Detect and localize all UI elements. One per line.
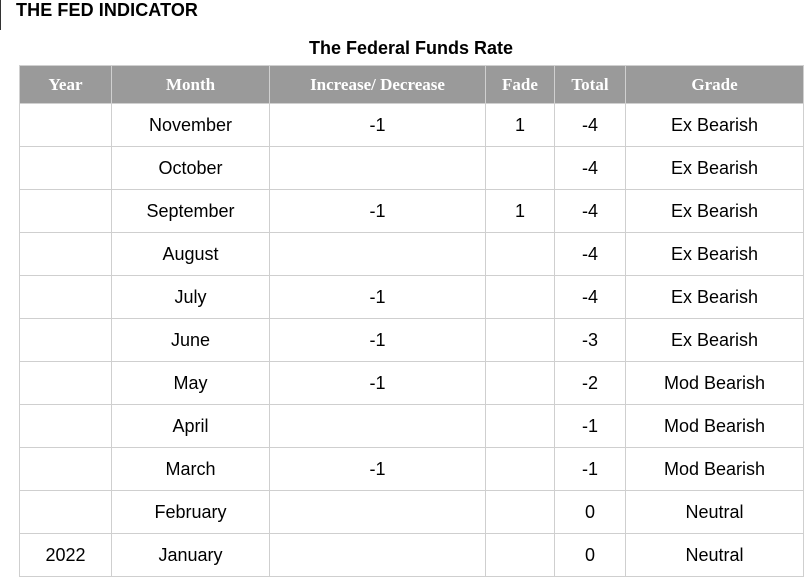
table-row: August -4 Ex Bearish: [19, 232, 804, 276]
total-cell: -1: [554, 404, 626, 448]
year-cell: [19, 189, 112, 233]
change-cell: [269, 533, 486, 577]
change-cell: -1: [269, 361, 486, 405]
change-cell: [269, 146, 486, 190]
table-row: October -4 Ex Bearish: [19, 146, 804, 190]
month-cell: May: [111, 361, 270, 405]
year-cell: 2022: [19, 533, 112, 577]
table-row: February 0 Neutral: [19, 490, 804, 534]
grade-cell: Ex Bearish: [625, 232, 804, 276]
month-cell: March: [111, 447, 270, 491]
grade-cell: Mod Bearish: [625, 447, 804, 491]
change-cell: -1: [269, 189, 486, 233]
year-cell: [19, 404, 112, 448]
month-cell: August: [111, 232, 270, 276]
total-cell: 0: [554, 490, 626, 534]
column-header-total: Total: [554, 65, 626, 104]
change-cell: [269, 232, 486, 276]
fade-cell: [485, 404, 555, 448]
left-divider: [0, 0, 1, 30]
change-cell: [269, 404, 486, 448]
fade-cell: [485, 361, 555, 405]
total-cell: -4: [554, 146, 626, 190]
total-cell: -4: [554, 103, 626, 147]
year-cell: [19, 103, 112, 147]
total-cell: -2: [554, 361, 626, 405]
change-cell: -1: [269, 318, 486, 362]
column-header-grade: Grade: [625, 65, 804, 104]
total-cell: 0: [554, 533, 626, 577]
month-cell: October: [111, 146, 270, 190]
fade-cell: [485, 275, 555, 319]
year-cell: [19, 361, 112, 405]
month-cell: June: [111, 318, 270, 362]
grade-cell: Ex Bearish: [625, 146, 804, 190]
fade-cell: [485, 318, 555, 362]
total-cell: -1: [554, 447, 626, 491]
year-cell: [19, 490, 112, 534]
fade-cell: [485, 490, 555, 534]
column-header-month: Month: [111, 65, 270, 104]
change-cell: -1: [269, 275, 486, 319]
change-cell: -1: [269, 447, 486, 491]
table-row: June -1 -3 Ex Bearish: [19, 318, 804, 362]
table-row: November -1 1 -4 Ex Bearish: [19, 103, 804, 147]
fade-cell: [485, 146, 555, 190]
total-cell: -3: [554, 318, 626, 362]
fade-cell: 1: [485, 189, 555, 233]
grade-cell: Ex Bearish: [625, 318, 804, 362]
month-cell: November: [111, 103, 270, 147]
grade-cell: Mod Bearish: [625, 361, 804, 405]
month-cell: April: [111, 404, 270, 448]
table-title: The Federal Funds Rate: [308, 38, 514, 58]
table-row: May -1 -2 Mod Bearish: [19, 361, 804, 405]
table-row: September -1 1 -4 Ex Bearish: [19, 189, 804, 233]
table-row: July -1 -4 Ex Bearish: [19, 275, 804, 319]
change-cell: [269, 490, 486, 534]
table-row: 2022 January 0 Neutral: [19, 533, 804, 577]
page-heading: THE FED INDICATOR: [16, 0, 199, 20]
total-cell: -4: [554, 189, 626, 233]
month-cell: February: [111, 490, 270, 534]
grade-cell: Neutral: [625, 533, 804, 577]
table-row: March -1 -1 Mod Bearish: [19, 447, 804, 491]
grade-cell: Ex Bearish: [625, 275, 804, 319]
year-cell: [19, 318, 112, 362]
change-cell: -1: [269, 103, 486, 147]
fade-cell: [485, 447, 555, 491]
fade-cell: [485, 533, 555, 577]
year-cell: [19, 275, 112, 319]
fed-funds-table: Year Month Increase/ Decrease Fade Total…: [19, 65, 804, 577]
grade-cell: Ex Bearish: [625, 189, 804, 233]
month-cell: September: [111, 189, 270, 233]
column-header-year: Year: [19, 65, 112, 104]
fade-cell: [485, 232, 555, 276]
column-header-fade: Fade: [485, 65, 555, 104]
header-row: Year Month Increase/ Decrease Fade Total…: [19, 65, 804, 104]
grade-cell: Mod Bearish: [625, 404, 804, 448]
column-header-increase-decrease: Increase/ Decrease: [269, 65, 486, 104]
year-cell: [19, 146, 112, 190]
total-cell: -4: [554, 232, 626, 276]
month-cell: July: [111, 275, 270, 319]
fade-cell: 1: [485, 103, 555, 147]
year-cell: [19, 232, 112, 276]
grade-cell: Neutral: [625, 490, 804, 534]
total-cell: -4: [554, 275, 626, 319]
table-row: April -1 Mod Bearish: [19, 404, 804, 448]
grade-cell: Ex Bearish: [625, 103, 804, 147]
year-cell: [19, 447, 112, 491]
month-cell: January: [111, 533, 270, 577]
